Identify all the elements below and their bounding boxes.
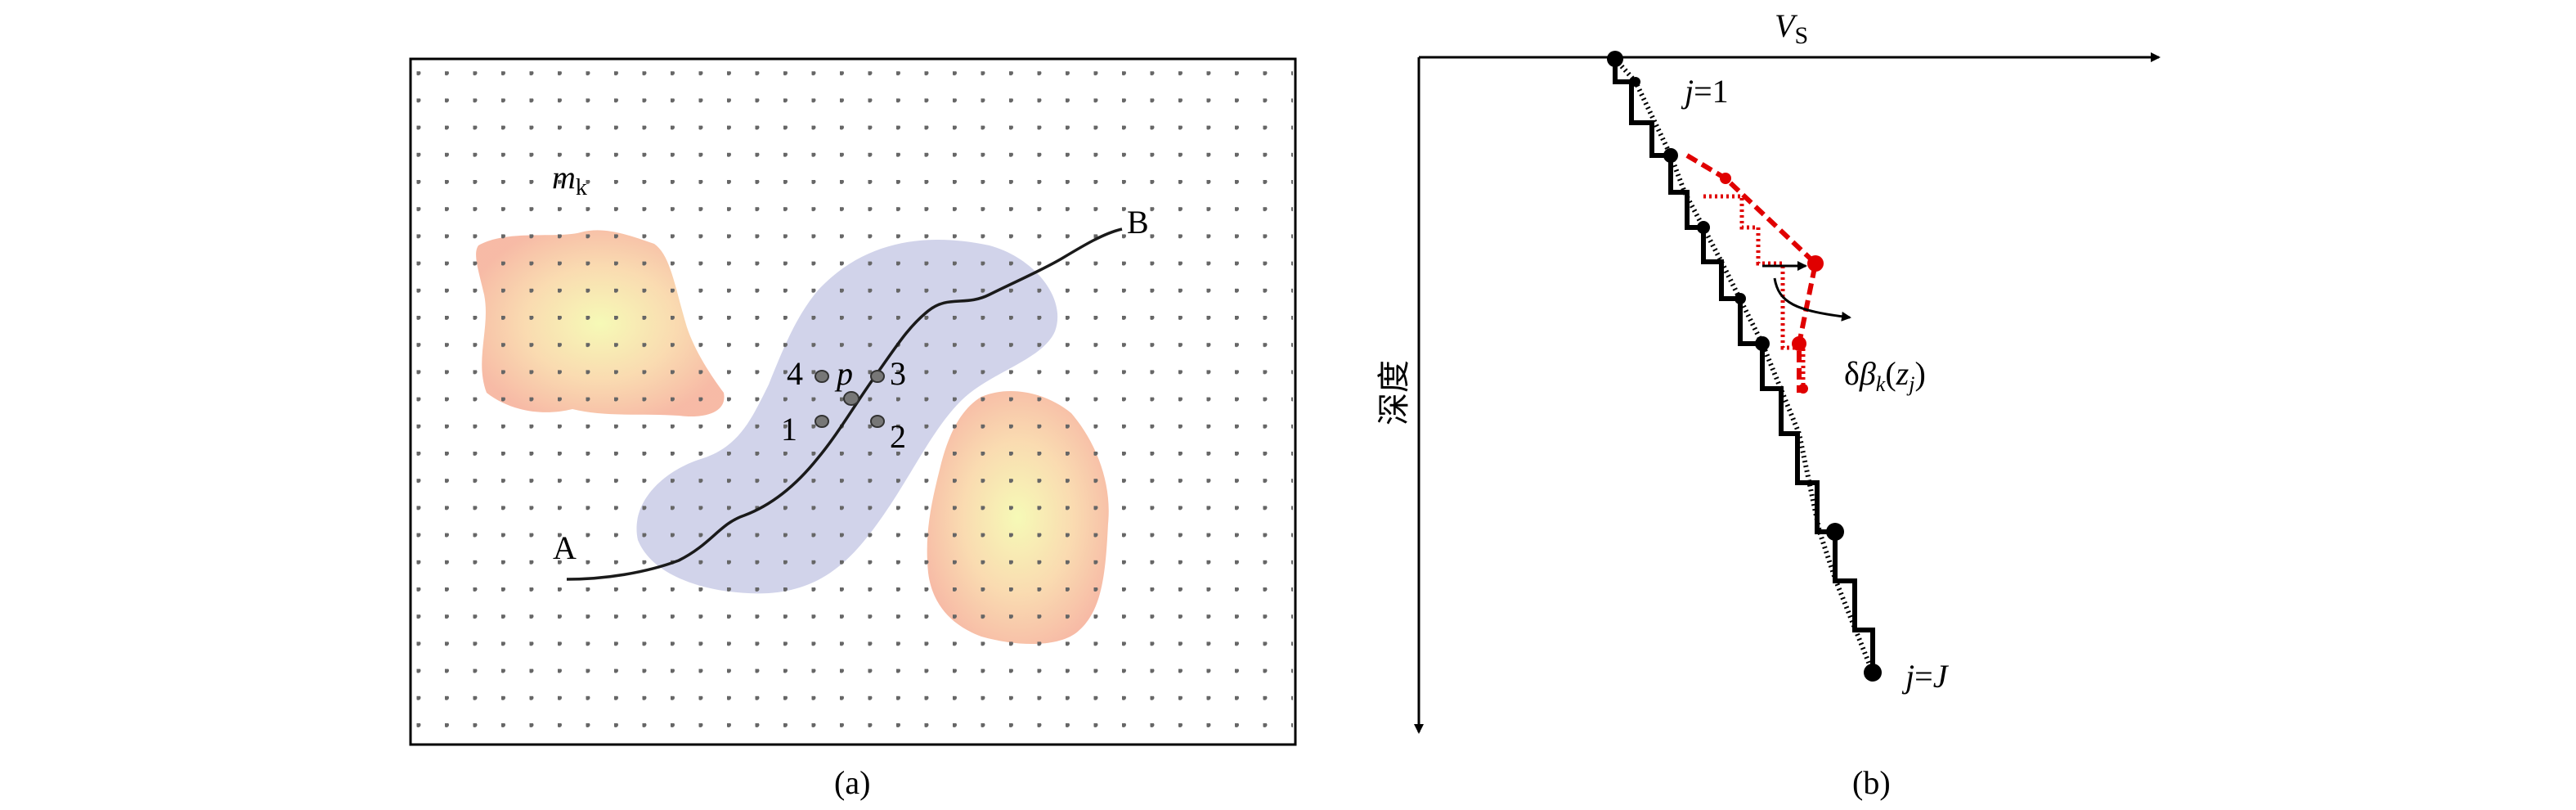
panel-b: VS 深度 — [1376, 7, 2161, 801]
delta-sub-j: j — [1906, 372, 1914, 396]
label-mk-main: m — [552, 159, 576, 196]
delta-z: z — [1896, 355, 1910, 392]
profile-node — [1826, 523, 1844, 541]
label-jJ-j: j — [1901, 658, 1914, 695]
label-delta-beta: δβk(zj) — [1844, 355, 1926, 396]
label-jJ: j=J — [1901, 658, 1950, 695]
profile-node — [1607, 51, 1623, 67]
label-B: B — [1127, 204, 1149, 241]
panel-a: mk A B p 1 2 3 4 (a) — [409, 57, 1297, 801]
node-4 — [815, 370, 829, 383]
label-j1: j=1 — [1681, 73, 1729, 110]
interpolation-nodes — [815, 370, 885, 428]
profile-node — [1735, 293, 1746, 304]
label-jJ-end: J — [1933, 658, 1950, 695]
axis-x-label-sub: S — [1794, 22, 1808, 49]
perturbation-node — [1807, 255, 1824, 272]
caption-a: (a) — [834, 764, 870, 801]
point-p — [843, 391, 859, 406]
delta-open: ( — [1885, 355, 1896, 392]
label-j1-rest: =1 — [1694, 73, 1729, 110]
perturbation — [1685, 153, 1824, 394]
axis-x-label-main: V — [1775, 7, 1798, 44]
node-label-2: 2 — [890, 418, 906, 455]
profile-nodes — [1607, 51, 1882, 682]
node-2 — [870, 415, 885, 428]
axis-y-label: 深度 — [1376, 360, 1412, 425]
perturbation-node — [1792, 336, 1806, 351]
label-j1-j: j — [1681, 73, 1694, 110]
caption-b: (b) — [1852, 764, 1891, 801]
perturbation-dotted — [1703, 194, 1806, 393]
node-3 — [870, 370, 885, 383]
perturbation-node — [1720, 173, 1731, 184]
delta-sub-k: k — [1876, 372, 1886, 396]
node-label-1: 1 — [781, 411, 797, 448]
profile-node — [1663, 148, 1678, 163]
profile-node — [1864, 664, 1882, 682]
profile-node — [1631, 77, 1640, 87]
label-mk: mk — [552, 159, 587, 200]
label-p: p — [834, 355, 853, 392]
curved-arrow — [1773, 277, 1851, 322]
delta-beta: β — [1859, 355, 1876, 392]
perturbation-node — [1798, 384, 1808, 394]
node-label-4: 4 — [787, 355, 803, 392]
profile-node — [1755, 336, 1770, 351]
perturbation-dashed — [1685, 153, 1819, 393]
node-label-3: 3 — [890, 355, 906, 392]
node-1 — [815, 415, 829, 428]
label-A: A — [553, 529, 577, 566]
axis-x-label: VS — [1775, 7, 1808, 49]
label-mk-sub: k — [576, 175, 587, 200]
delta-prefix: δ — [1844, 355, 1860, 392]
delta-close: ) — [1914, 355, 1925, 392]
smoothed-profile — [1613, 57, 1875, 674]
profile-line-ab — [566, 227, 1123, 581]
label-jJ-eq: = — [1914, 658, 1933, 695]
profile-node — [1697, 221, 1710, 234]
